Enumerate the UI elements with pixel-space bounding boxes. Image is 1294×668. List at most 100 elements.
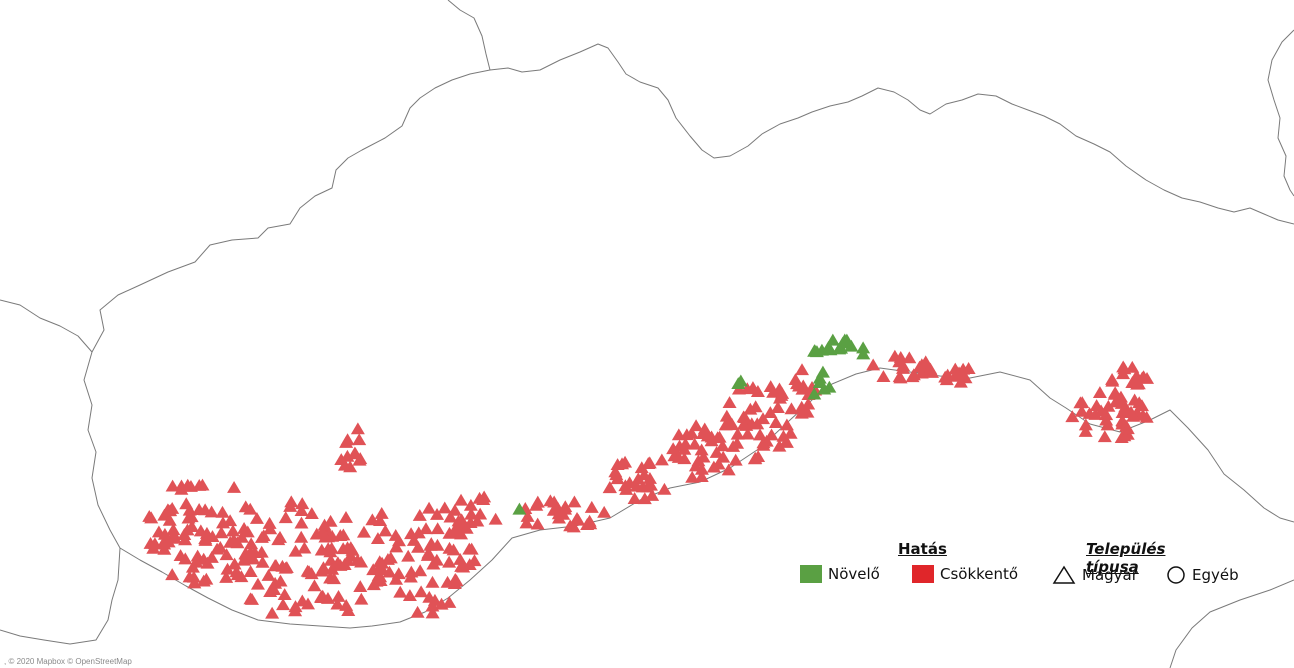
settlement-marker[interactable] <box>263 522 278 535</box>
settlement-marker[interactable] <box>333 529 348 541</box>
settlement-marker[interactable] <box>354 592 369 605</box>
settlement-marker[interactable] <box>243 545 258 558</box>
settlement-marker[interactable] <box>323 514 338 527</box>
settlement-marker[interactable] <box>1094 404 1109 417</box>
settlement-marker[interactable] <box>389 572 404 585</box>
settlement-marker[interactable] <box>892 355 907 368</box>
settlement-marker[interactable] <box>1092 386 1107 399</box>
settlement-marker[interactable] <box>422 590 437 603</box>
settlement-marker[interactable] <box>425 606 440 619</box>
settlement-marker[interactable] <box>893 371 908 384</box>
settlement-marker[interactable] <box>300 597 315 610</box>
settlement-marker[interactable] <box>410 605 425 618</box>
settlement-marker[interactable] <box>243 565 258 578</box>
settlement-marker[interactable] <box>770 401 785 413</box>
settlement-marker[interactable] <box>325 562 340 575</box>
settlement-marker[interactable] <box>429 553 444 566</box>
settlement-marker[interactable] <box>382 565 397 578</box>
settlement-marker[interactable] <box>796 379 811 392</box>
settlement-marker[interactable] <box>246 552 261 565</box>
settlement-marker[interactable] <box>267 583 282 595</box>
settlement-marker[interactable] <box>182 503 197 516</box>
settlement-marker[interactable] <box>181 511 196 524</box>
settlement-marker[interactable] <box>440 575 455 588</box>
settlement-marker[interactable] <box>918 355 933 368</box>
settlement-marker[interactable] <box>784 402 799 415</box>
settlement-marker[interactable] <box>687 437 702 450</box>
settlement-marker[interactable] <box>519 516 534 529</box>
settlement-marker[interactable] <box>180 523 195 536</box>
settlement-marker[interactable] <box>162 513 177 526</box>
settlement-marker[interactable] <box>178 533 193 546</box>
settlement-marker[interactable] <box>654 453 669 466</box>
settlement-marker[interactable] <box>220 562 235 575</box>
settlement-marker[interactable] <box>370 532 385 545</box>
settlement-marker[interactable] <box>430 538 445 551</box>
settlement-marker[interactable] <box>634 461 649 474</box>
settlement-marker[interactable] <box>695 427 710 439</box>
settlement-marker[interactable] <box>244 537 259 550</box>
settlement-marker[interactable] <box>608 465 623 478</box>
settlement-marker[interactable] <box>584 500 599 513</box>
settlement-marker[interactable] <box>715 439 730 452</box>
settlement-marker[interactable] <box>794 406 809 419</box>
settlement-marker[interactable] <box>323 553 338 566</box>
settlement-marker[interactable] <box>895 361 910 374</box>
settlement-marker[interactable] <box>1124 405 1139 418</box>
settlement-marker[interactable] <box>189 555 204 568</box>
settlement-marker[interactable] <box>563 519 578 532</box>
settlement-marker[interactable] <box>902 351 917 364</box>
settlement-marker[interactable] <box>454 493 469 506</box>
settlement-marker[interactable] <box>788 373 803 385</box>
settlement-marker[interactable] <box>711 457 726 470</box>
settlement-marker[interactable] <box>1130 377 1145 390</box>
settlement-marker[interactable] <box>227 557 242 570</box>
settlement-marker[interactable] <box>352 433 367 446</box>
settlement-marker[interactable] <box>914 366 929 379</box>
settlement-marker[interactable] <box>442 596 457 608</box>
settlement-marker[interactable] <box>210 542 225 555</box>
settlement-marker[interactable] <box>645 488 660 501</box>
settlement-marker[interactable] <box>230 536 245 549</box>
settlement-marker[interactable] <box>288 600 303 613</box>
settlement-marker[interactable] <box>1101 399 1116 412</box>
settlement-marker[interactable] <box>373 514 388 527</box>
settlement-marker[interactable] <box>961 362 976 374</box>
settlement-marker[interactable] <box>353 580 368 593</box>
settlement-marker[interactable] <box>1134 399 1149 412</box>
settlement-marker[interactable] <box>476 493 491 506</box>
settlement-marker[interactable] <box>768 416 783 428</box>
settlement-marker[interactable] <box>277 588 292 601</box>
settlement-marker[interactable] <box>764 428 779 441</box>
settlement-marker[interactable] <box>464 542 479 555</box>
settlement-marker[interactable] <box>160 503 175 516</box>
settlement-marker[interactable] <box>323 571 338 584</box>
settlement-marker[interactable] <box>401 549 416 562</box>
settlement-marker[interactable] <box>719 409 734 422</box>
settlement-marker[interactable] <box>314 543 329 556</box>
settlement-marker[interactable] <box>856 341 871 354</box>
settlement-marker[interactable] <box>338 510 353 523</box>
settlement-marker[interactable] <box>316 561 331 574</box>
settlement-marker[interactable] <box>1088 407 1103 420</box>
settlement-marker[interactable] <box>906 368 921 381</box>
settlement-marker[interactable] <box>284 495 299 508</box>
settlement-marker[interactable] <box>740 427 755 440</box>
settlement-marker[interactable] <box>856 347 871 360</box>
settlement-marker[interactable] <box>467 554 482 567</box>
settlement-marker[interactable] <box>318 530 333 543</box>
settlement-marker[interactable] <box>314 590 329 603</box>
settlement-marker[interactable] <box>414 585 429 598</box>
settlement-marker[interactable] <box>430 522 445 535</box>
settlement-marker[interactable] <box>1127 393 1142 406</box>
settlement-marker[interactable] <box>265 606 280 619</box>
settlement-marker[interactable] <box>763 406 778 418</box>
settlement-marker[interactable] <box>354 555 369 568</box>
settlement-marker[interactable] <box>227 480 242 493</box>
settlement-marker[interactable] <box>186 570 201 583</box>
settlement-marker[interactable] <box>388 528 403 541</box>
settlement-marker[interactable] <box>403 570 418 583</box>
settlement-marker[interactable] <box>161 535 176 548</box>
settlement-marker[interactable] <box>334 453 349 465</box>
settlement-marker[interactable] <box>1108 386 1123 399</box>
